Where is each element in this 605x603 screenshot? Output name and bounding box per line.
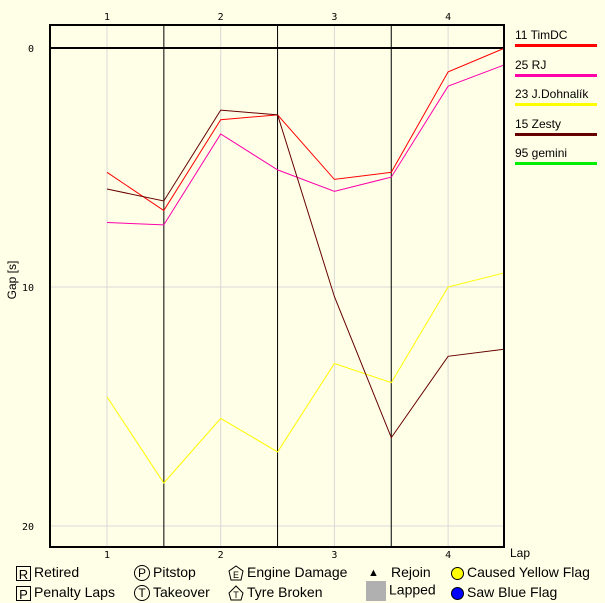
key-takeover: T Takeover <box>134 584 210 602</box>
legend-item: 15 Zesty <box>515 117 597 136</box>
svg-text:2: 2 <box>218 12 224 23</box>
series-line <box>106 109 505 439</box>
axis-labels: 1 1 2 2 3 3 4 4 0 10 20 Lap Gap [s] <box>5 12 530 561</box>
engine-damage-icon: E <box>228 565 244 581</box>
key-label: Penalty Laps <box>34 584 115 600</box>
svg-text:1: 1 <box>104 550 110 561</box>
penalty-icon: P <box>16 585 31 602</box>
svg-text:3: 3 <box>331 550 337 561</box>
key-label: Tyre Broken <box>247 584 323 600</box>
yellow-flag-icon <box>451 566 464 580</box>
svg-text:20: 20 <box>22 522 34 533</box>
svg-text:Lap: Lap <box>510 546 530 560</box>
key-label: Caused Yellow Flag <box>467 564 590 580</box>
series-line <box>106 64 506 226</box>
legend-swatch <box>515 73 597 77</box>
key-tyre: T Tyre Broken <box>228 584 322 601</box>
grid <box>50 25 504 547</box>
legend-item: 95 gemini <box>515 146 597 165</box>
legend-item: 25 RJ <box>515 58 597 77</box>
key-rejoin: ▲ Rejoin <box>368 564 431 580</box>
legend-item: 11 TimDC <box>515 28 597 47</box>
legend-swatch <box>515 132 597 136</box>
legend-label: 25 RJ <box>515 57 547 72</box>
key-pitstop: P Pitstop <box>134 564 196 582</box>
legend-label: 95 gemini <box>515 146 568 160</box>
series-lines <box>106 47 506 484</box>
pitstop-icon: P <box>134 565 150 582</box>
svg-text:3: 3 <box>331 12 337 23</box>
svg-text:10: 10 <box>22 283 34 294</box>
takeover-icon: T <box>134 585 150 602</box>
svg-text:1: 1 <box>104 12 110 23</box>
svg-text:E: E <box>233 570 239 580</box>
legend-item: 23 J.Dohnalík <box>515 87 597 106</box>
legend-swatch <box>515 44 597 47</box>
legend-label: 23 J.Dohnalík <box>515 87 589 101</box>
key-label: Retired <box>34 564 80 580</box>
plot-frame <box>49 24 505 548</box>
legend-label: 15 Zesty <box>515 116 562 131</box>
key-retired: R Retired <box>16 564 80 582</box>
key-label: Lapped <box>389 581 436 598</box>
key-label: Pitstop <box>153 564 196 580</box>
retired-icon: R <box>16 565 31 582</box>
tyre-broken-icon: T <box>228 585 244 601</box>
svg-text:2: 2 <box>218 550 224 561</box>
key-label: Saw Blue Flag <box>467 584 558 600</box>
key-penalty: P Penalty Laps <box>16 584 115 602</box>
svg-text:Gap [s]: Gap [s] <box>5 261 19 300</box>
key-engine: E Engine Damage <box>228 564 347 581</box>
key-blue-flag: Saw Blue Flag <box>451 584 557 600</box>
svg-text:0: 0 <box>28 44 34 55</box>
legend-swatch <box>515 103 597 106</box>
lapped-swatch <box>366 581 386 601</box>
svg-text:4: 4 <box>445 550 451 561</box>
blue-flag-icon <box>451 586 464 600</box>
series-line <box>106 272 506 484</box>
legend-label: 11 TimDC <box>515 28 568 42</box>
rejoin-icon: ▲ <box>368 567 379 580</box>
series-line <box>106 47 506 212</box>
key-label: Takeover <box>153 584 210 600</box>
legend-swatch <box>515 162 597 165</box>
svg-text:T: T <box>233 590 239 600</box>
key-yellow-flag: Caused Yellow Flag <box>451 564 590 580</box>
key-label: Rejoin <box>391 564 431 580</box>
key-label: Engine Damage <box>247 564 348 580</box>
svg-text:4: 4 <box>445 12 451 23</box>
key-lapped: Lapped <box>366 581 436 601</box>
